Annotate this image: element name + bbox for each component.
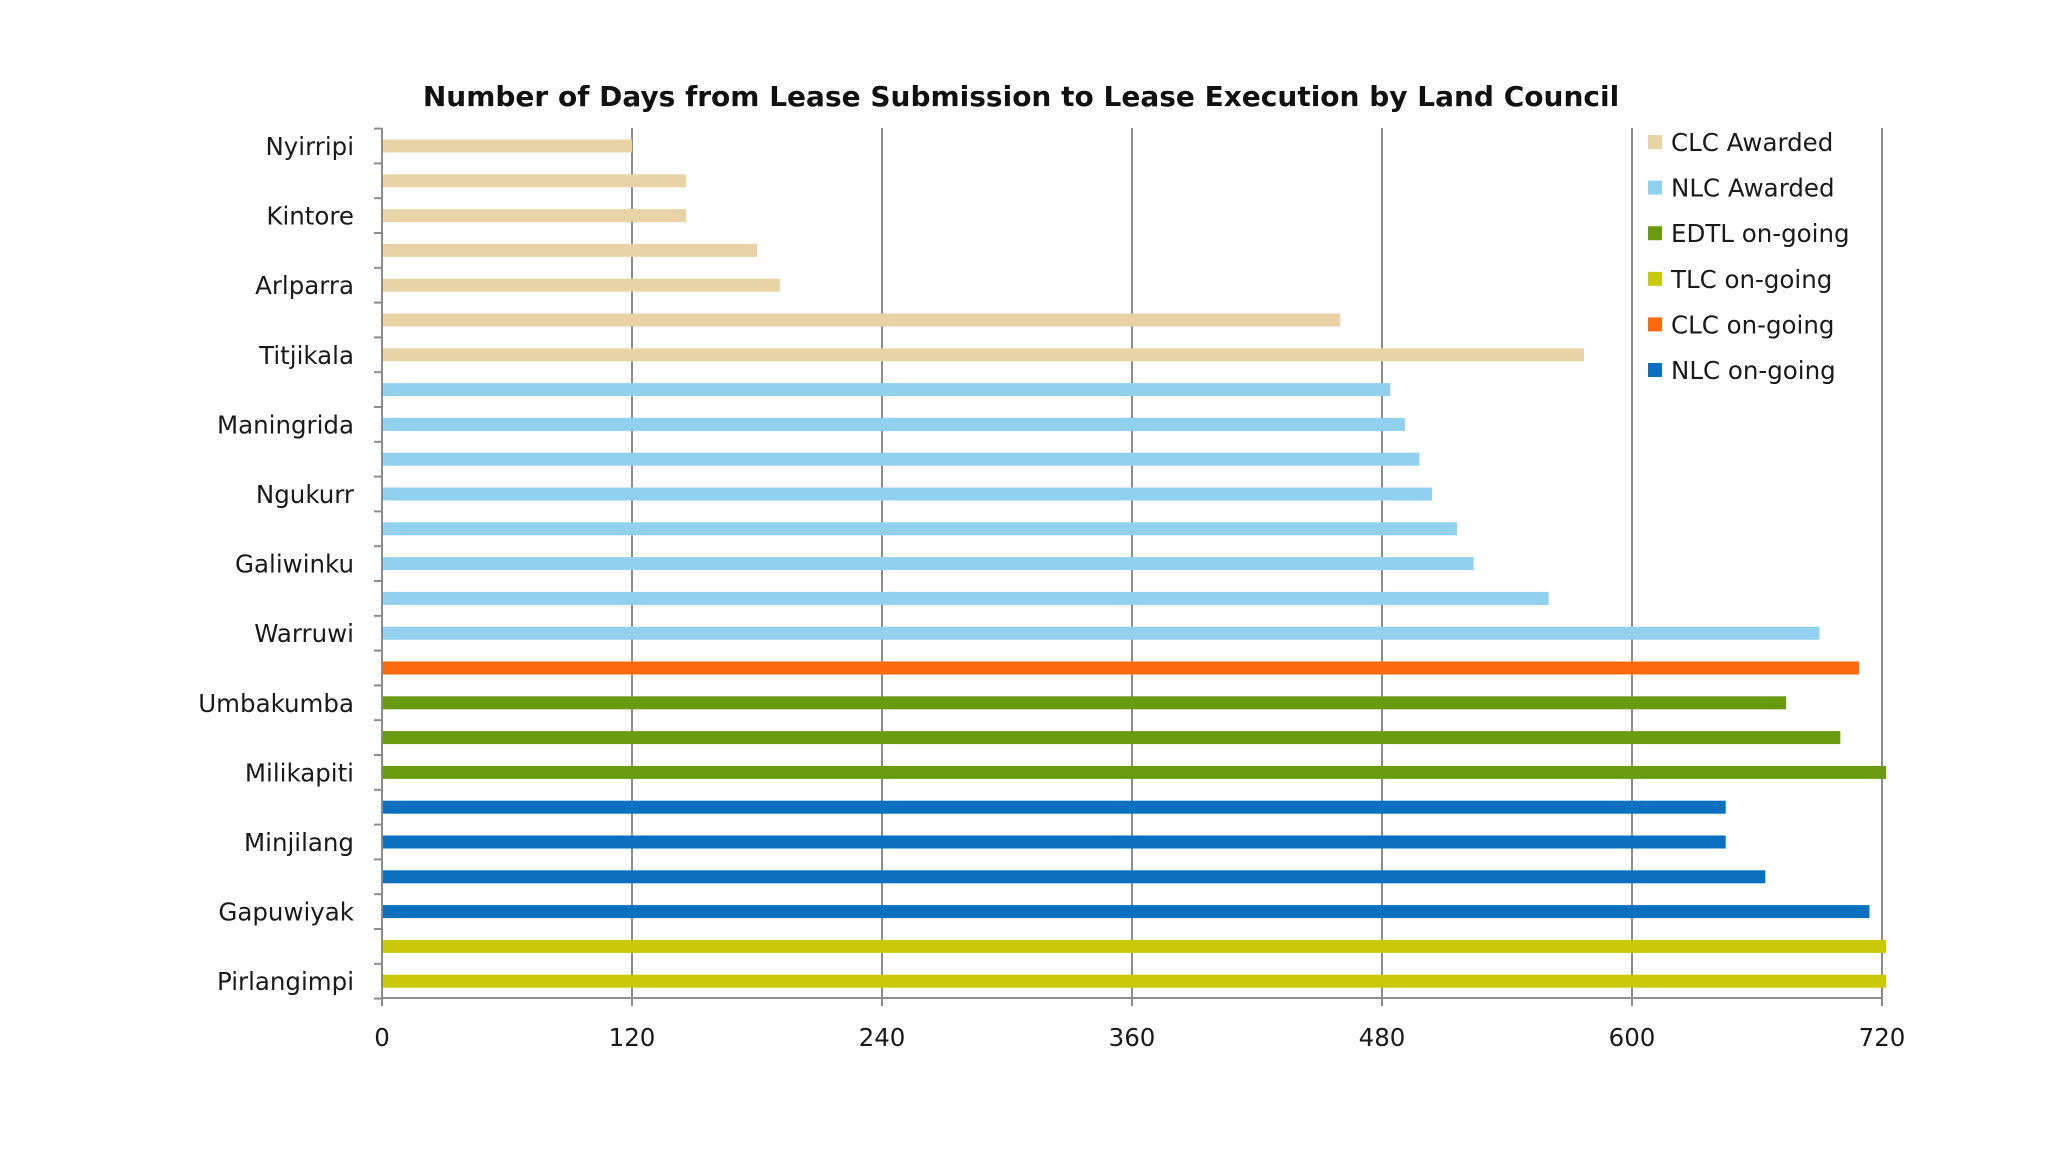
bar-20 [382, 800, 1726, 814]
bar-9 [382, 417, 1405, 431]
bar-25 [382, 974, 1887, 988]
bar-22 [382, 870, 1766, 884]
category-label-9: Umbakumba [198, 689, 354, 718]
bar-7 [382, 348, 1585, 362]
x-tick-label-360: 360 [1109, 1023, 1156, 1052]
legend-label: CLC Awarded [1671, 128, 1833, 157]
legend-label: EDTL on-going [1671, 219, 1850, 248]
category-label-3: Arlparra [255, 271, 354, 300]
bar-layer [382, 139, 1887, 988]
legend-label: NLC Awarded [1671, 174, 1835, 203]
legend-item-5: CLC on-going [1648, 310, 1834, 339]
bar-14 [382, 591, 1549, 605]
legend-swatch [1648, 363, 1662, 377]
bar-1 [382, 139, 632, 153]
x-tick-label-120: 120 [609, 1023, 656, 1052]
legend-label: TLC on-going [1670, 265, 1832, 294]
chart-title: Number of Days from Lease Submission to … [423, 80, 1619, 113]
x-tick-label-0: 0 [374, 1023, 390, 1052]
legend-swatch [1648, 180, 1662, 195]
bar-11 [382, 487, 1432, 501]
bar-12 [382, 522, 1457, 536]
legend-label: NLC on-going [1671, 356, 1836, 385]
x-tick-label-480: 480 [1359, 1023, 1406, 1052]
legend-item-4: TLC on-going [1648, 265, 1832, 294]
legend-swatch [1648, 271, 1662, 286]
label-layer: 0 120 240 360 480 600 720 Nyirripi Kintore Arlpar… [198, 132, 1905, 1052]
x-tick-label-240: 240 [859, 1023, 906, 1052]
bar-16 [382, 661, 1860, 675]
category-label-13: Pirlangimpi [217, 967, 354, 996]
bar-18 [382, 731, 1841, 745]
legend-item-2: NLC Awarded [1648, 174, 1835, 203]
x-tick-label-600: 600 [1609, 1023, 1656, 1052]
category-label-6: Ngukurr [256, 480, 355, 509]
bar-10 [382, 452, 1420, 466]
bar-15 [382, 626, 1820, 640]
bar-3 [382, 209, 687, 223]
bar-17 [382, 696, 1787, 710]
legend-swatch [1648, 226, 1662, 241]
category-label-12: Gapuwiyak [218, 898, 354, 927]
category-label-2: Kintore [266, 202, 354, 231]
legend-item-6: NLC on-going [1648, 356, 1836, 385]
category-label-10: Milikapiti [245, 758, 354, 787]
category-label-5: Maningrida [217, 410, 354, 439]
category-label-11: Minjilang [244, 828, 354, 857]
bar-5 [382, 278, 780, 292]
bar-2 [382, 174, 687, 188]
legend-item-3: EDTL on-going [1648, 219, 1850, 248]
bar-6 [382, 313, 1341, 327]
axis-layer [374, 127, 1883, 1006]
bar-19 [382, 765, 1887, 779]
legend: CLC Awarded NLC Awarded EDTL on-going TLC o… [1648, 128, 1850, 385]
category-label-1: Nyirripi [265, 132, 354, 161]
bar-21 [382, 835, 1726, 849]
legend-label: CLC on-going [1671, 310, 1834, 339]
legend-item-1: CLC Awarded [1648, 128, 1833, 157]
category-label-7: Galiwinku [235, 550, 354, 579]
x-tick-label-720: 720 [1859, 1023, 1906, 1052]
bar-4 [382, 243, 757, 257]
legend-swatch [1648, 317, 1662, 332]
legend-swatch [1648, 135, 1662, 149]
bar-13 [382, 557, 1474, 571]
bar-24 [382, 939, 1887, 953]
bar-8 [382, 383, 1391, 397]
category-label-4: Titjikala [258, 341, 354, 370]
category-label-8: Warruwi [254, 619, 354, 648]
bar-23 [382, 905, 1870, 919]
